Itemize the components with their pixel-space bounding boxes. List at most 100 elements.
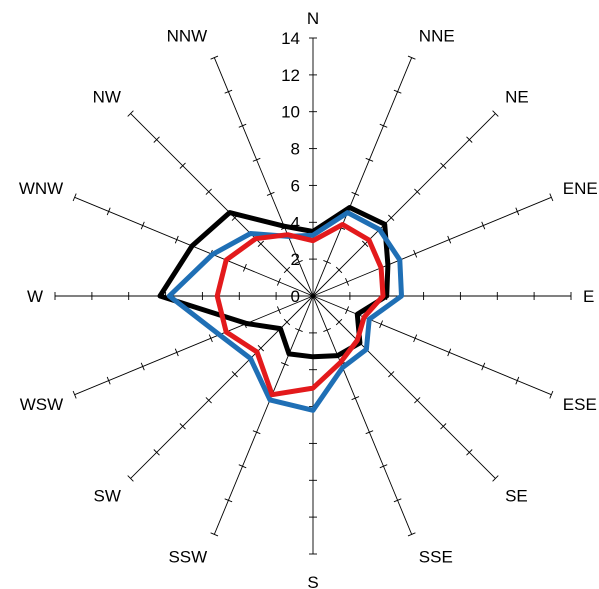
tick-mark — [549, 193, 554, 202]
tick-mark — [231, 371, 238, 378]
tick-mark — [238, 464, 247, 469]
tick-mark — [379, 320, 384, 329]
tick-mark — [140, 362, 145, 371]
direction-spokes — [55, 38, 571, 554]
tick-mark — [335, 266, 343, 274]
tick-mark — [413, 249, 418, 258]
tick-mark — [276, 306, 281, 314]
tick-mark — [379, 464, 388, 469]
tick-mark — [252, 157, 261, 162]
tick-mark — [252, 430, 261, 435]
tick-mark — [224, 498, 233, 503]
tick-mark — [127, 475, 134, 482]
tick-mark — [365, 157, 374, 162]
spoke-sse — [312, 295, 413, 535]
tick-mark — [481, 221, 486, 230]
tick-mark — [153, 449, 160, 456]
direction-label-wsw: WSW — [20, 395, 63, 414]
tick-mark — [379, 123, 388, 128]
tick-mark — [413, 334, 418, 343]
tick-mark — [174, 348, 179, 357]
spoke-nnw — [213, 57, 314, 297]
direction-label-sw: SW — [94, 486, 121, 505]
tick-mark — [210, 55, 219, 60]
series-layer — [157, 205, 404, 413]
tick-mark — [393, 89, 402, 94]
tick-mark — [492, 475, 499, 482]
spoke-wsw — [74, 295, 314, 396]
tick-mark — [72, 390, 77, 399]
tick-mark — [407, 55, 416, 60]
radial-tick-label: 6 — [291, 176, 300, 195]
direction-label-e: E — [583, 287, 594, 306]
spoke-ene — [312, 196, 552, 297]
tick-mark — [283, 266, 291, 274]
tick-mark — [515, 207, 520, 216]
tick-mark — [283, 318, 291, 326]
tick-mark — [238, 123, 247, 128]
tick-mark — [345, 306, 350, 314]
tick-mark — [323, 328, 331, 333]
tick-mark — [492, 110, 499, 117]
tick-mark — [257, 240, 265, 248]
radial-tick-label: 14 — [281, 29, 300, 48]
tick-mark — [276, 278, 281, 286]
radial-tick-label: 2 — [291, 250, 300, 269]
spoke-ese — [312, 295, 552, 396]
radial-tick-label: 4 — [291, 213, 300, 232]
tick-mark — [257, 344, 265, 352]
tick-mark — [205, 397, 212, 404]
tick-mark — [388, 371, 395, 378]
spoke-nw — [130, 113, 314, 297]
series-3-line — [214, 222, 386, 398]
radial-tick-label: 12 — [281, 66, 300, 85]
tick-mark — [72, 193, 77, 202]
tick-mark — [179, 423, 186, 430]
direction-label-n: N — [307, 9, 319, 28]
tick-mark — [515, 376, 520, 385]
series-1-line — [157, 205, 391, 360]
direction-label-ene: ENE — [563, 179, 598, 198]
tick-mark — [414, 397, 421, 404]
tick-mark — [224, 89, 233, 94]
tick-mark — [447, 235, 452, 244]
radial-ticks — [54, 37, 572, 555]
direction-label-w: W — [27, 287, 43, 306]
direction-label-nnw: NNW — [167, 27, 208, 46]
tick-mark — [242, 263, 247, 272]
tick-mark — [361, 240, 369, 248]
direction-labels: N NNE NE ENE E ESE SE SSE S SSW SW WSW W WNW NW NNW — [19, 9, 598, 589]
tick-mark — [549, 390, 554, 399]
tick-mark — [466, 136, 473, 143]
spoke-ne — [312, 113, 496, 297]
tick-mark — [447, 348, 452, 357]
tick-mark — [205, 188, 212, 195]
tick-mark — [323, 259, 331, 264]
direction-label-ssw: SSW — [168, 548, 207, 567]
radial-tick-label: 8 — [291, 140, 300, 159]
tick-mark — [414, 188, 421, 195]
series-2-line — [166, 210, 404, 413]
tick-mark — [280, 362, 289, 367]
tick-mark — [106, 207, 111, 216]
tick-mark — [335, 318, 343, 326]
tick-mark — [295, 259, 303, 264]
radial-tick-label: 10 — [281, 103, 300, 122]
direction-label-nne: NNE — [419, 27, 455, 46]
spoke-se — [312, 295, 496, 479]
radial-tick-labels: 0 2 4 6 8 10 12 14 — [281, 29, 300, 306]
spoke-nne — [312, 57, 413, 297]
tick-mark — [351, 396, 360, 401]
direction-label-sse: SSE — [419, 548, 453, 567]
tick-mark — [440, 423, 447, 430]
spoke-sw — [130, 295, 314, 479]
tick-mark — [351, 191, 360, 196]
tick-mark — [140, 221, 145, 230]
tick-mark — [266, 191, 275, 196]
spoke-ssw — [213, 295, 314, 535]
direction-label-s: S — [307, 573, 318, 589]
tick-mark — [440, 162, 447, 169]
tick-mark — [127, 110, 134, 117]
tick-mark — [407, 532, 416, 537]
